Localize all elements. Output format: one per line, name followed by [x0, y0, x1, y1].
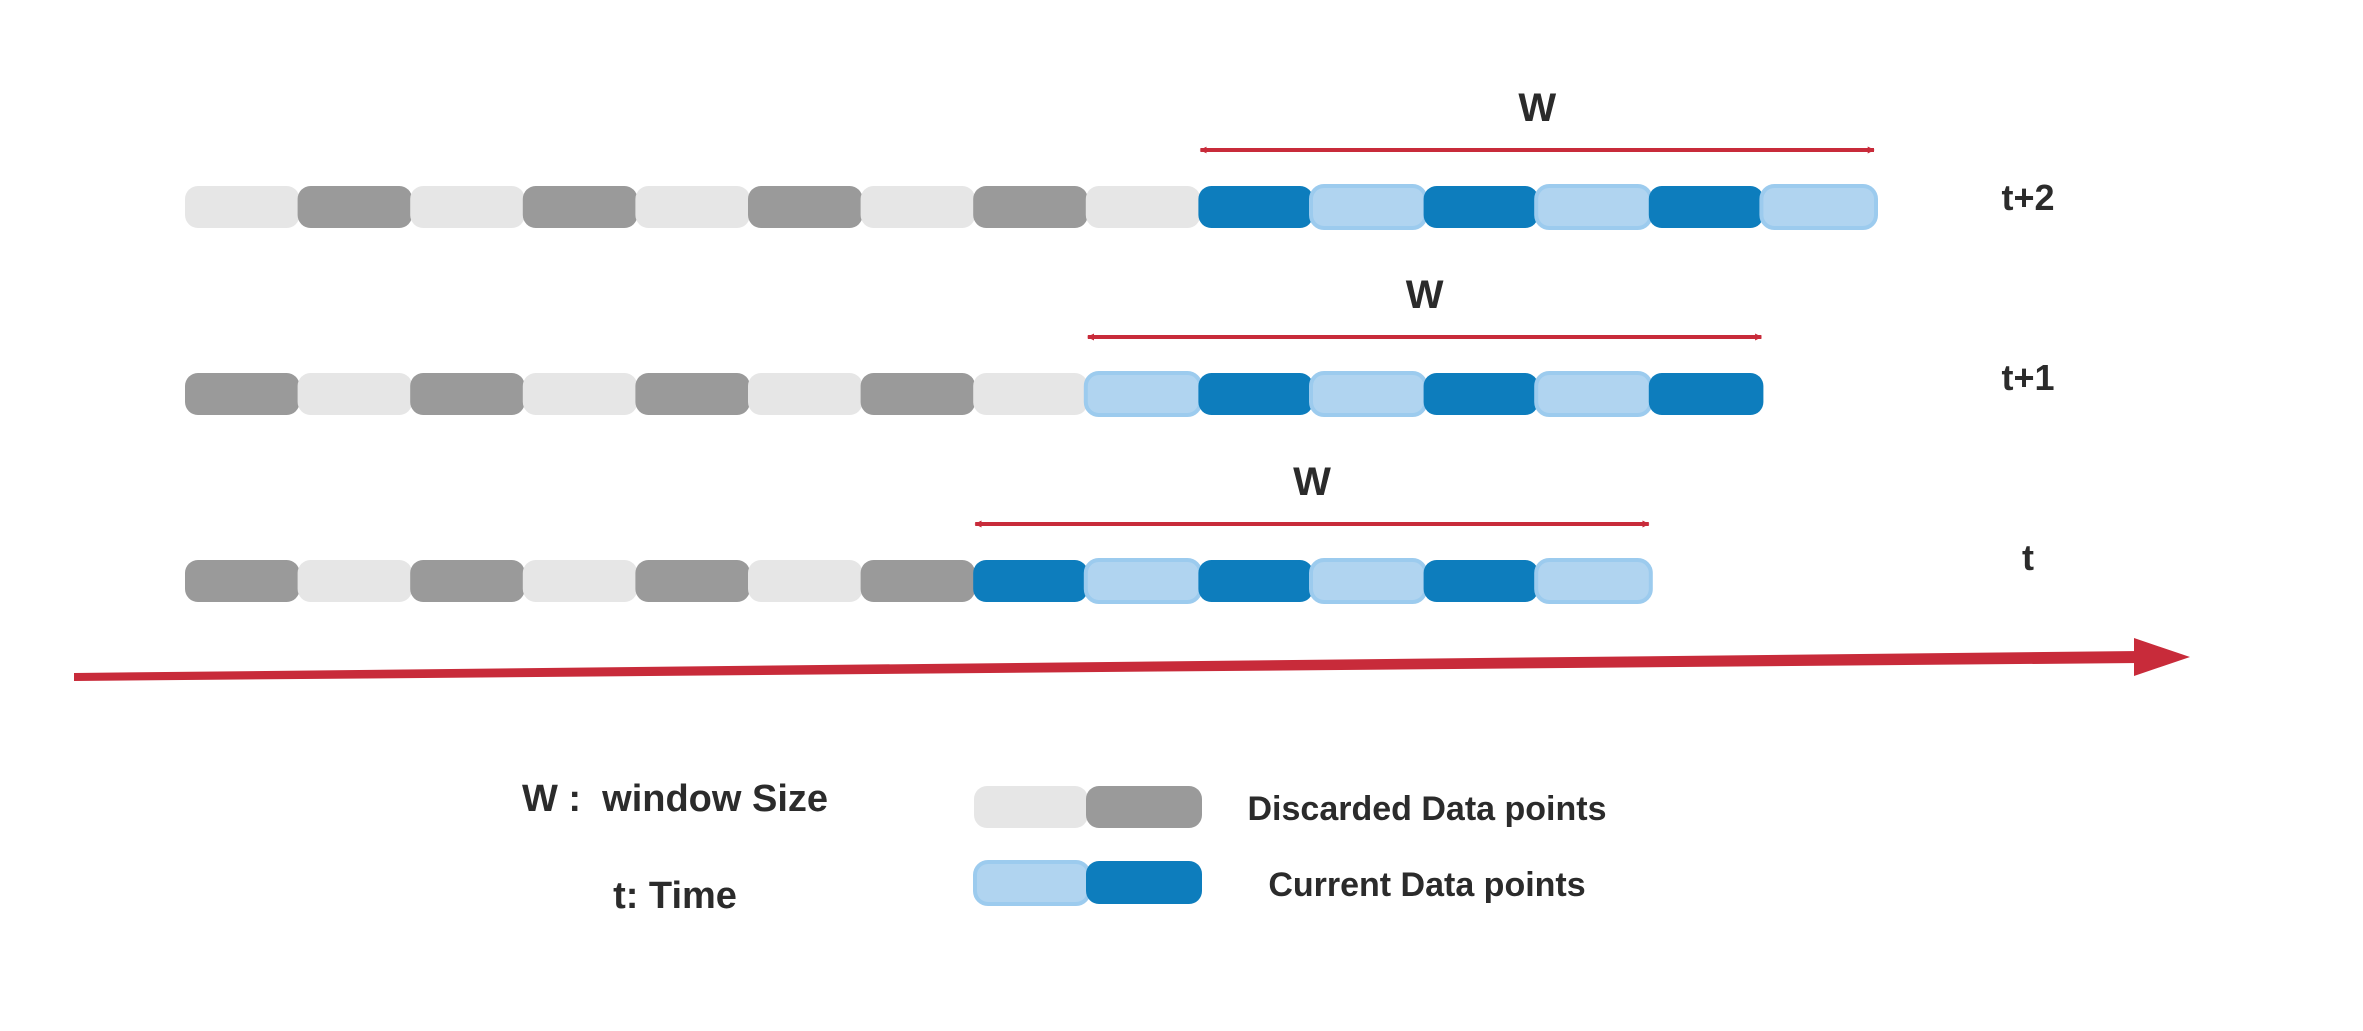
- time-axis-arrowhead: [2134, 638, 2190, 676]
- discarded-data-point: [297, 186, 413, 228]
- discarded-data-point: [860, 186, 976, 228]
- window-label: W: [1406, 273, 1444, 317]
- current-data-point: [1198, 186, 1313, 228]
- current-data-point: [1309, 184, 1428, 230]
- time-axis-shaft: [74, 651, 2140, 681]
- current-data-point: [1423, 560, 1539, 602]
- discarded-data-point: [522, 186, 638, 228]
- discarded-data-point: [860, 373, 976, 415]
- discarded-data-point: [410, 373, 525, 415]
- discarded-data-point: [185, 560, 300, 602]
- current-data-point: [1423, 186, 1539, 228]
- discarded-data-point: [748, 560, 863, 602]
- discarded-data-point: [297, 560, 413, 602]
- discarded-data-point: [635, 560, 750, 602]
- rows-layer: Wt+2Wt+1Wt: [185, 86, 2055, 604]
- row-0: Wt+2: [185, 86, 2055, 230]
- legend-window-definition: W : window Size: [522, 778, 828, 820]
- discarded-data-point: [635, 373, 750, 415]
- time-step-label: t+1: [2001, 357, 2054, 398]
- current-data-point: [1198, 560, 1313, 602]
- time-axis-arrow: [74, 638, 2190, 681]
- current-data-point: [1534, 184, 1653, 230]
- current-data-point: [1423, 373, 1539, 415]
- legend-current-dark-swatch: [1086, 861, 1202, 904]
- window-label: W: [1518, 86, 1556, 130]
- discarded-data-point: [635, 186, 750, 228]
- current-data-point: [973, 560, 1088, 602]
- discarded-data-point: [410, 186, 525, 228]
- discarded-data-point: [522, 373, 638, 415]
- discarded-data-point: [860, 560, 976, 602]
- time-step-label: t+2: [2001, 177, 2054, 218]
- legend-discarded-label: Discarded Data points: [1248, 790, 1607, 828]
- discarded-data-point: [522, 560, 638, 602]
- current-data-point: [1534, 371, 1653, 417]
- legend-discarded-light-swatch: [974, 786, 1088, 828]
- current-data-point: [1648, 373, 1764, 415]
- discarded-data-point: [1085, 186, 1201, 228]
- current-data-point: [1309, 371, 1428, 417]
- current-data-point: [1083, 371, 1203, 417]
- row-1: Wt+1: [185, 273, 2055, 417]
- legend-time-definition: t: Time: [613, 875, 737, 917]
- legend-discarded-dark-swatch: [1086, 786, 1202, 828]
- discarded-data-point: [297, 373, 413, 415]
- legend: W : window Size t: Time Discarded Data p…: [522, 778, 1607, 917]
- discarded-data-point: [748, 373, 863, 415]
- legend-current-light-swatch: [973, 860, 1091, 906]
- discarded-data-point: [185, 373, 300, 415]
- current-data-point: [1534, 558, 1653, 604]
- discarded-data-point: [185, 186, 300, 228]
- window-label: W: [1293, 460, 1331, 504]
- current-data-point: [1648, 186, 1764, 228]
- current-data-point: [1759, 184, 1879, 230]
- time-step-label: t: [2022, 537, 2034, 578]
- current-data-point: [1083, 558, 1203, 604]
- row-2: Wt: [185, 460, 2034, 604]
- discarded-data-point: [973, 186, 1088, 228]
- discarded-data-point: [973, 373, 1088, 415]
- legend-current-label: Current Data points: [1268, 866, 1585, 904]
- current-data-point: [1309, 558, 1428, 604]
- current-data-point: [1198, 373, 1313, 415]
- discarded-data-point: [410, 560, 525, 602]
- discarded-data-point: [748, 186, 863, 228]
